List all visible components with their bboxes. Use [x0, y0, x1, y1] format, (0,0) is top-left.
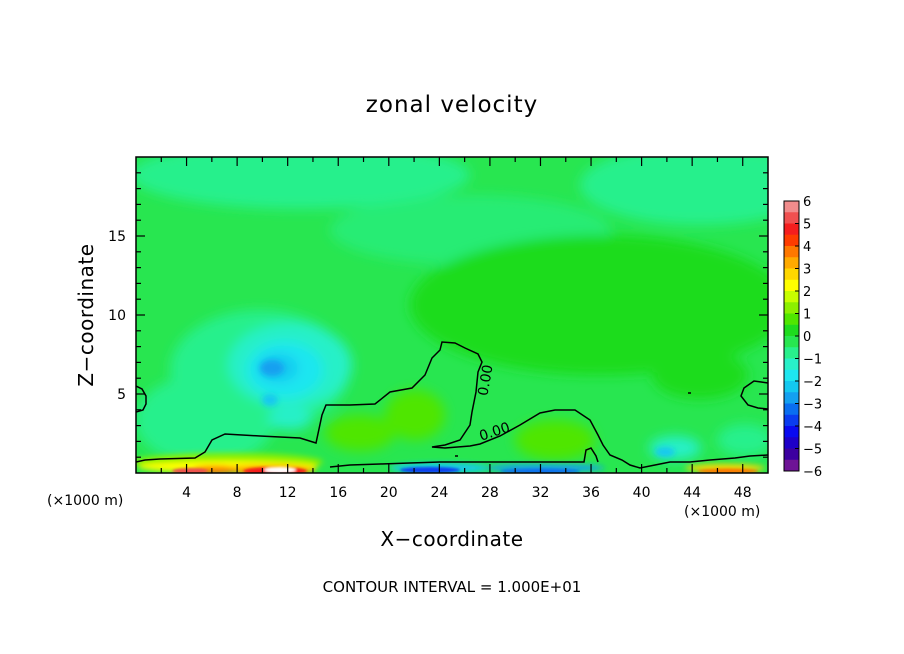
- x-tick-labels: 4 8 12 16 20 24 28 32 36 40 44 48: [182, 485, 752, 501]
- colorbar-tick-label: 6: [803, 195, 811, 210]
- y-tick-label: 15: [108, 229, 126, 245]
- colorbar-tick-label: −6: [803, 465, 822, 480]
- colorbar-tick-label: −5: [803, 443, 822, 458]
- colorbar-swatch: [784, 223, 799, 236]
- colorbar-swatch: [784, 234, 799, 247]
- x-tick-label: 20: [380, 485, 398, 501]
- colorbar-tick-label: 2: [803, 285, 811, 300]
- x-axis-label: X−coordinate: [380, 527, 523, 551]
- colorbar-swatch: [784, 369, 799, 382]
- colorbar-swatch: [784, 336, 799, 348]
- y-tick-labels: 5 10 15: [108, 229, 126, 403]
- x-tick-label: 44: [683, 485, 701, 501]
- colorbar-swatch: [784, 291, 799, 303]
- y-tick-label: 10: [108, 308, 126, 324]
- colorbar-swatch: [784, 212, 799, 224]
- x-tick-label: 28: [481, 485, 499, 501]
- velocity-field: [136, 157, 768, 473]
- colorbar-swatch: [784, 392, 799, 404]
- x-tick-label: 8: [233, 485, 242, 501]
- chart-title: zonal velocity: [366, 92, 538, 118]
- colorbar-tick-label: 1: [803, 308, 811, 323]
- colorbar-swatch: [784, 448, 799, 461]
- x-tick-label: 32: [532, 485, 550, 501]
- colorbar-swatch: [784, 279, 799, 292]
- colorbar-tick-label: −2: [803, 375, 822, 390]
- colorbar-swatch: [784, 459, 799, 472]
- colorbar-swatch: [784, 324, 799, 337]
- colorbar-swatch: [784, 257, 799, 269]
- colorbar-swatch: [784, 426, 799, 438]
- x-tick-label: 36: [582, 485, 600, 501]
- colorbar-swatch: [784, 414, 799, 427]
- x-unit-right: (×1000 m): [684, 504, 760, 520]
- colorbar: [783, 200, 800, 472]
- zero-contour-left-edge: [136, 385, 147, 413]
- contour-interval-note: CONTOUR INTERVAL = 1.000E+01: [323, 578, 582, 596]
- colorbar-swatch: [784, 246, 799, 258]
- colorbar-swatch: [784, 302, 799, 314]
- zero-contour-main: [136, 341, 768, 469]
- zero-contour-right: [740, 380, 768, 410]
- colorbar-swatch: [784, 201, 799, 213]
- zero-contours: [136, 341, 768, 469]
- axis-ticks: [136, 157, 768, 473]
- x-tick-label: 24: [430, 485, 448, 501]
- colorbar-tick-labels: 6 5 4 3 2 1 0 −1 −2 −3 −4 −5 −6: [803, 195, 822, 480]
- colorbar-swatch: [784, 403, 799, 416]
- colorbar-swatch: [784, 437, 799, 449]
- colorbar-tick-label: 5: [803, 218, 811, 233]
- colorbar-swatch: [784, 381, 799, 393]
- contour-label: 0.00: [475, 364, 496, 397]
- colorbar-swatch: [784, 347, 799, 359]
- colorbar-swatch: [784, 313, 799, 326]
- x-tick-label: 16: [329, 485, 347, 501]
- colorbar-swatch: [784, 358, 799, 371]
- colorbar-tick-label: −3: [803, 398, 822, 413]
- colorbar-tick-label: −1: [803, 353, 822, 368]
- colorbar-tick-label: −4: [803, 420, 822, 435]
- zero-contour-lower: [329, 447, 599, 468]
- x-tick-label: 12: [279, 485, 297, 501]
- x-unit-left: (×1000 m): [47, 493, 123, 509]
- x-tick-label: 4: [182, 485, 191, 501]
- x-tick-label: 48: [734, 485, 752, 501]
- colorbar-tick-label: 4: [803, 240, 811, 255]
- colorbar-tick-label: 3: [803, 263, 811, 278]
- y-axis-label: Z−coordinate: [74, 243, 98, 386]
- colorbar-tick-label: 0: [803, 330, 811, 345]
- colorbar-swatch: [784, 268, 799, 281]
- y-tick-label: 5: [117, 387, 126, 403]
- x-tick-label: 40: [633, 485, 651, 501]
